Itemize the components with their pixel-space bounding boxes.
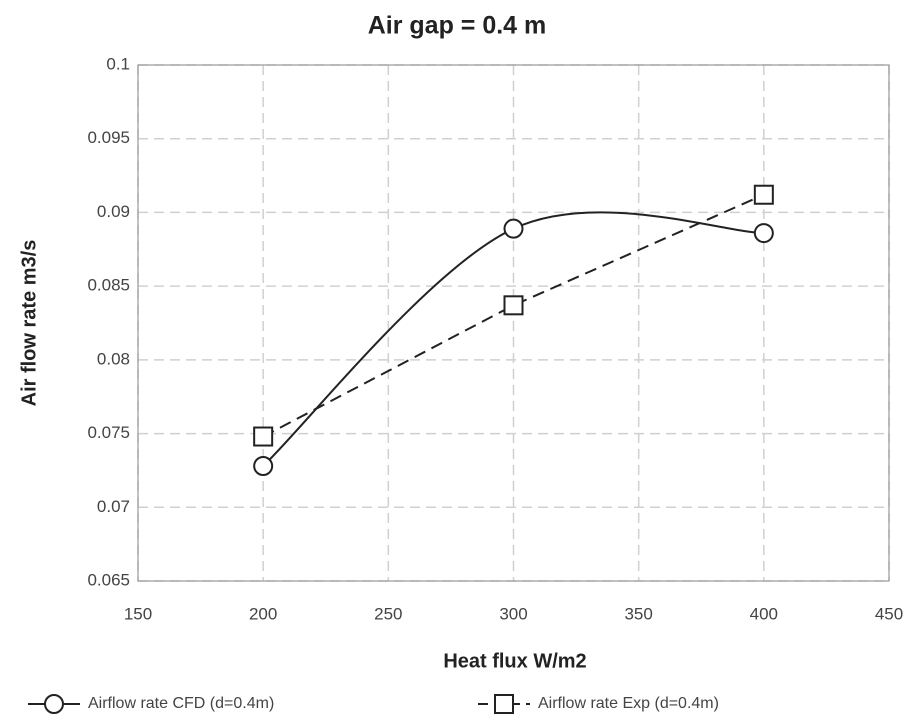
y-tick-label: 0.085 [87,276,130,295]
legend-label: Airflow rate Exp (d=0.4m) [538,695,719,712]
data-point [253,456,274,477]
y-tick-label: 0.07 [97,497,130,516]
x-tick-label: 350 [624,604,652,623]
y-tick-label: 0.095 [87,128,130,147]
data-point [753,184,774,205]
data-point [503,295,524,316]
chart-title: Air gap = 0.4 m [368,12,547,40]
data-point [753,223,774,244]
legend-marker [44,694,64,714]
y-tick-label: 0.065 [87,570,130,589]
x-tick-label: 300 [499,604,527,623]
x-tick-label: 400 [750,604,778,623]
legend-marker [494,694,514,714]
x-tick-label: 250 [374,604,402,623]
y-tick-label: 0.09 [97,202,130,221]
x-axis-label: Heat flux W/m2 [443,650,586,672]
data-point [503,218,524,239]
series-line [262,193,765,438]
y-axis-label: Air flow rate m3/s [18,240,40,407]
legend-label: Airflow rate CFD (d=0.4m) [88,695,274,712]
plot-border [137,64,890,582]
x-tick-label: 450 [875,604,903,623]
x-tick-label: 150 [124,604,152,623]
y-tick-label: 0.1 [106,54,130,73]
y-tick-label: 0.075 [87,423,130,442]
data-point [253,426,274,447]
y-tick-label: 0.08 [97,349,130,368]
x-tick-label: 200 [249,604,277,623]
